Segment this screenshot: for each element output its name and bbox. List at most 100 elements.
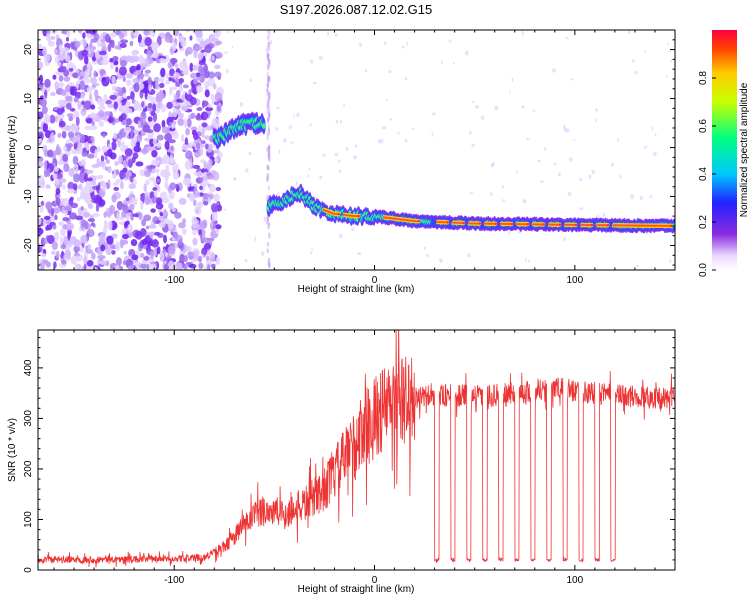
spectrogram-cell xyxy=(79,173,86,184)
spectrogram-cell xyxy=(469,191,473,195)
spectrogram-cell xyxy=(74,239,82,248)
spectrogram-cell xyxy=(149,263,157,270)
spectrogram-cell xyxy=(151,239,159,248)
spectrogram-cell xyxy=(669,259,672,264)
spectrogram-cell xyxy=(124,148,133,157)
spectrogram-cell xyxy=(213,101,219,106)
colorbar-label: Normalized spectral amplitude xyxy=(739,82,750,217)
spectrogram-cell xyxy=(59,236,64,246)
spectrogram-cell xyxy=(118,155,123,165)
spectrogram-cell xyxy=(152,137,157,146)
spectrogram-cell xyxy=(192,237,198,246)
spectrogram-cell xyxy=(508,230,511,235)
x-tick-label: 0 xyxy=(372,275,378,286)
spectrogram-cell xyxy=(169,86,173,96)
spectrogram-cell xyxy=(44,130,52,139)
snr-series-line xyxy=(38,330,675,568)
spectrogram-cell xyxy=(502,199,506,202)
spectrogram-frame xyxy=(37,29,676,271)
spectrogram-cell xyxy=(129,40,134,47)
spectrogram-cell xyxy=(83,212,91,218)
spectrogram-cell xyxy=(224,51,228,54)
spectrogram-cell xyxy=(643,50,647,53)
spectrogram-cell xyxy=(184,137,189,146)
spectrogram-cell xyxy=(215,256,221,266)
spectrogram-cell xyxy=(125,106,130,114)
spectrogram-cell xyxy=(121,98,127,106)
spectrogram-cell xyxy=(193,50,198,59)
spectrogram-cell xyxy=(49,212,57,222)
spectrogram-cell xyxy=(38,174,45,183)
spectrogram-cell xyxy=(63,76,71,82)
spectrogram-cell xyxy=(113,91,118,96)
spectrogram-cell xyxy=(138,72,144,80)
spectrogram-peak-cell xyxy=(526,223,530,226)
spectrogram-cell xyxy=(106,159,110,164)
spectrogram-cell xyxy=(203,242,212,250)
spectrogram-cell xyxy=(189,263,197,269)
spectrogram-cell xyxy=(63,235,68,245)
spectrogram-cell xyxy=(552,68,556,73)
spectrogram-cell xyxy=(201,128,205,138)
spectrogram-cell xyxy=(651,126,654,131)
spectrogram-cell xyxy=(158,221,166,228)
spectrogram-cell xyxy=(150,110,155,117)
spectrogram-cell xyxy=(87,218,96,223)
spectrogram-cell xyxy=(70,123,78,133)
spectrogram-cell xyxy=(107,103,115,109)
spectrogram-cell xyxy=(91,164,100,169)
spectrogram-cell xyxy=(193,171,198,176)
spectrogram-cell xyxy=(537,159,541,163)
spectrogram-cell xyxy=(539,180,544,183)
spectrogram-cell xyxy=(266,117,270,123)
spectrogram-cell xyxy=(153,190,158,198)
spectrogram-cell xyxy=(66,61,74,69)
spectrogram-cell xyxy=(194,46,203,51)
spectrogram-cell xyxy=(38,61,44,69)
spectrogram-cell xyxy=(335,119,339,124)
spectrogram-peak-cell xyxy=(357,214,360,218)
spectrogram-cell xyxy=(45,33,51,41)
snr-panel: -100 0 100 0 100 200 300 400 Height of straigh… xyxy=(7,329,676,595)
spectrogram-cell xyxy=(143,183,148,193)
spectrogram-cell xyxy=(80,165,85,174)
x-tick-label: 100 xyxy=(566,575,583,586)
spectrogram-cell xyxy=(81,151,88,157)
spectrogram-cell xyxy=(78,160,87,167)
spectrogram-cell xyxy=(53,166,59,172)
spectrogram-cell xyxy=(249,78,252,83)
spectrogram-cell xyxy=(203,112,208,120)
spectrogram-cell xyxy=(103,211,107,218)
spectrogram-cell xyxy=(83,55,89,65)
x-tick-label: -100 xyxy=(164,575,184,586)
spectrogram-cell xyxy=(85,181,93,187)
spectrogram-cell xyxy=(66,139,70,144)
spectrogram-cell xyxy=(90,38,98,43)
y-tick-label: 10 xyxy=(23,93,34,105)
spectrogram-cell xyxy=(82,107,86,112)
x-tick-label: -100 xyxy=(164,275,184,286)
spectrogram-cell xyxy=(144,36,152,47)
spectrogram-cell xyxy=(97,97,102,106)
spectrogram-cell xyxy=(282,137,287,143)
spectrogram-cell xyxy=(41,105,48,115)
spectrogram-cell xyxy=(339,120,343,124)
spectrogram-cell xyxy=(68,167,75,178)
spectrogram-cell xyxy=(201,180,210,187)
spectrogram-cell xyxy=(54,178,60,186)
spectrogram-cell xyxy=(135,70,141,75)
spectrogram-cell xyxy=(72,72,79,79)
spectrogram-cell xyxy=(522,199,527,204)
spectrogram-cell xyxy=(138,212,143,221)
spectrogram-cell xyxy=(631,59,635,63)
spectrogram-cell xyxy=(245,168,249,173)
spectrogram-cell xyxy=(43,113,51,124)
spectrogram-cell xyxy=(588,174,592,180)
spectrogram-cell xyxy=(83,256,88,265)
spectrogram-cell xyxy=(38,182,41,190)
spectrogram-cell xyxy=(311,248,314,251)
spectrogram-cell xyxy=(192,132,199,140)
spectrogram-cell xyxy=(52,150,61,156)
spectrogram-cell xyxy=(309,251,313,255)
spectrogram-cell xyxy=(93,70,97,78)
